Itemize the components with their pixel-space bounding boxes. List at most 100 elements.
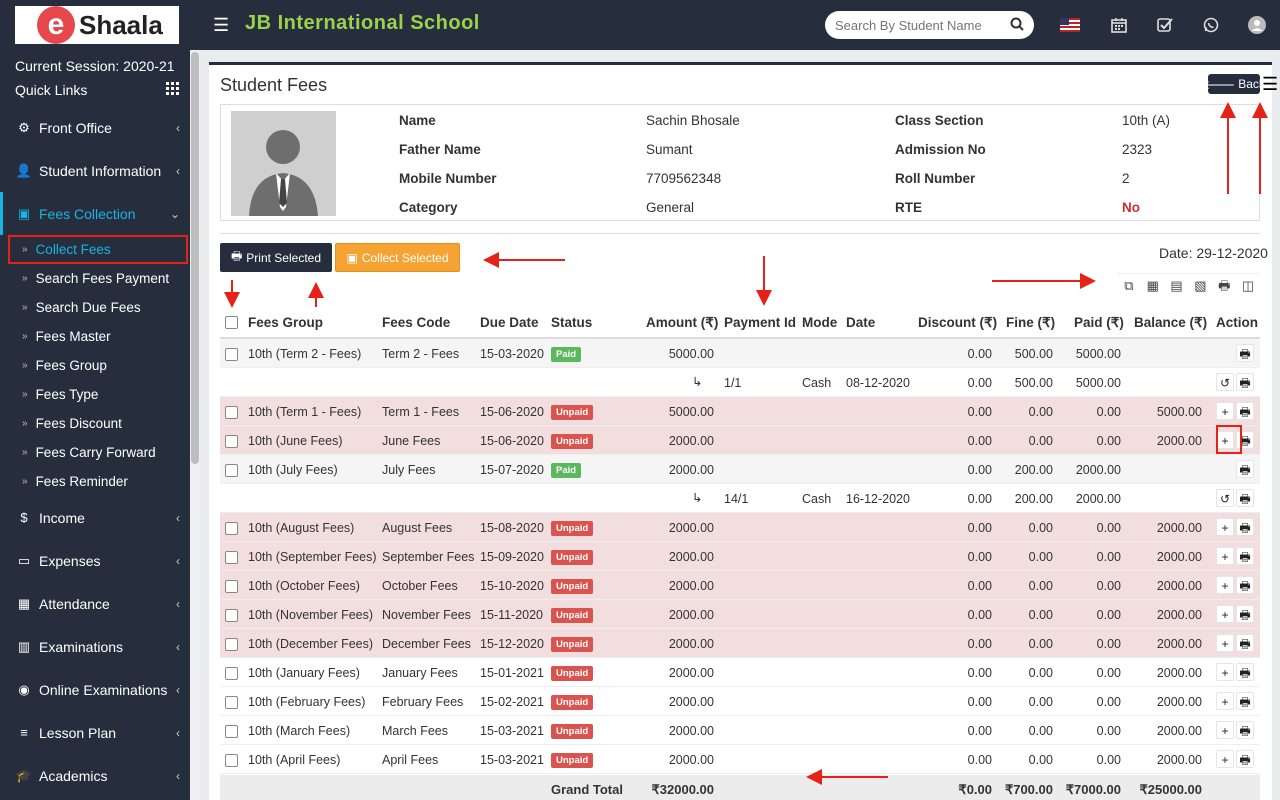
print-icon[interactable]: 🖶 (1236, 373, 1254, 391)
sidebar-subitem-fees-type[interactable]: » Fees Type (0, 380, 190, 409)
add-fees-icon[interactable]: + (1216, 576, 1234, 594)
sidebar-item-lesson-plan[interactable]: ≡ Lesson Plan ‹ (0, 711, 190, 754)
sidebar-subitem-collect-fees[interactable]: » Collect Fees (0, 235, 190, 264)
row-checkbox[interactable] (225, 754, 238, 767)
row-checkbox[interactable] (225, 406, 238, 419)
print-icon[interactable]: 🖶 (1236, 344, 1254, 362)
row-checkbox[interactable] (225, 667, 238, 680)
select-all-checkbox[interactable] (225, 316, 238, 329)
row-checkbox[interactable] (225, 609, 238, 622)
add-fees-icon[interactable]: + (1216, 692, 1234, 710)
discount: 0.00 (967, 492, 992, 506)
sidebar-item-student-information[interactable]: 👤 Student Information ‹ (0, 149, 190, 192)
print-icon[interactable]: 🖶 (1236, 750, 1254, 768)
sidebar-item-front-office[interactable]: ⚙ Front Office ‹ (0, 106, 190, 149)
sidebar-item-income[interactable]: $ Income ‹ (0, 496, 190, 539)
row-checkbox[interactable] (225, 580, 238, 593)
grid-icon[interactable] (166, 82, 180, 99)
excel-icon[interactable]: ▦ (1146, 278, 1159, 293)
pdf-icon[interactable]: ▧ (1194, 278, 1207, 293)
fees-group: 10th (April Fees) (248, 753, 341, 767)
sidebar-item-expenses[interactable]: ▭ Expenses ‹ (0, 539, 190, 582)
whatsapp-icon[interactable] (1201, 15, 1221, 35)
sidebar-item-examinations[interactable]: ▥ Examinations ‹ (0, 625, 190, 668)
add-fees-icon[interactable]: + (1216, 605, 1234, 623)
discount: 0.00 (967, 753, 992, 767)
student-photo (231, 111, 336, 216)
fine: 0.00 (1028, 405, 1053, 419)
sidebar-subitem-search-fees-payment[interactable]: » Search Fees Payment (0, 264, 190, 293)
row-checkbox[interactable] (225, 348, 238, 361)
row-checkbox[interactable] (225, 638, 238, 651)
back-button[interactable]: 🡐 Back (1203, 74, 1265, 94)
print-icon[interactable]: 🖶 (1236, 460, 1254, 478)
sidebar-subitem-fees-carry-forward[interactable]: » Fees Carry Forward (0, 438, 190, 467)
sidebar-item-online-examinations[interactable]: ◉ Online Examinations ‹ (0, 668, 190, 711)
fees-group: 10th (Term 1 - Fees) (248, 405, 362, 419)
quick-links-label[interactable]: Quick Links (15, 82, 88, 98)
print-icon[interactable]: 🖶 (1236, 518, 1254, 536)
top-bar (0, 0, 1280, 50)
row-checkbox[interactable] (225, 551, 238, 564)
eshaala-logo[interactable]: e Shaala (15, 6, 179, 44)
row-checkbox[interactable] (225, 435, 238, 448)
header-due-date: Due Date (480, 315, 539, 330)
add-fees-icon[interactable]: + (1216, 547, 1234, 565)
sidebar-toggle-icon[interactable]: ☰ (213, 15, 230, 35)
add-fees-icon[interactable]: + (1216, 402, 1234, 420)
sidebar-subitem-label: Fees Reminder (35, 474, 128, 489)
add-fees-icon[interactable]: + (1216, 634, 1234, 652)
revert-icon[interactable]: ↺ (1216, 373, 1234, 391)
row-checkbox[interactable] (225, 522, 238, 535)
revert-icon[interactable]: ↺ (1216, 489, 1234, 507)
print-icon[interactable]: 🖶 (1236, 692, 1254, 710)
total-amount: ₹32000.00 (651, 782, 715, 797)
print-icon[interactable]: 🖶 (1236, 576, 1254, 594)
payment-id: 14/1 (724, 492, 749, 506)
double-chevron-right-icon: » (22, 273, 28, 284)
sidebar-subitem-fees-master[interactable]: » Fees Master (0, 322, 190, 351)
us-flag-icon[interactable] (1060, 15, 1080, 35)
user-avatar-icon[interactable] (1247, 15, 1267, 35)
sidebar-subitem-fees-reminder[interactable]: » Fees Reminder (0, 467, 190, 496)
sidebar-scrollbar-thumb[interactable] (191, 52, 199, 464)
collect-selected-button[interactable]: ▣ Collect Selected (335, 243, 460, 272)
paid: 0.00 (1096, 637, 1121, 651)
add-fees-icon[interactable]: + (1216, 750, 1234, 768)
add-fees-icon[interactable]: + (1216, 518, 1234, 536)
print-icon[interactable]: 🖶 (1236, 489, 1254, 507)
row-checkbox[interactable] (225, 725, 238, 738)
sidebar-item-attendance[interactable]: ▦ Attendance ‹ (0, 582, 190, 625)
sidebar-item-fees-collection[interactable]: ▣ Fees Collection ⌄ (0, 192, 190, 235)
payment-mode: Cash (802, 376, 832, 390)
print-icon[interactable]: 🖶 (1236, 721, 1254, 739)
row-checkbox[interactable] (225, 696, 238, 709)
print-icon[interactable]: 🖶 (1236, 547, 1254, 565)
search-icon[interactable] (1010, 17, 1024, 34)
sidebar-subitem-fees-group[interactable]: » Fees Group (0, 351, 190, 380)
sidebar-subitem-fees-discount[interactable]: » Fees Discount (0, 409, 190, 438)
fine: 0.00 (1028, 434, 1053, 448)
csv-icon[interactable]: ▤ (1170, 278, 1183, 293)
print-icon[interactable]: 🖶 (1236, 634, 1254, 652)
menu-icon[interactable]: ☰ (1262, 74, 1279, 94)
print-icon[interactable]: 🖶 (1236, 663, 1254, 681)
add-fees-icon[interactable]: + (1216, 663, 1234, 681)
add-fees-icon[interactable]: + (1216, 721, 1234, 739)
sidebar-subitem-search-due-fees[interactable]: » Search Due Fees (0, 293, 190, 322)
fees-row (220, 571, 1260, 600)
paid: 5000.00 (1075, 376, 1121, 390)
amount: 2000.00 (668, 637, 714, 651)
check-square-icon[interactable] (1155, 15, 1175, 35)
copy-icon[interactable]: ⧉ (1124, 278, 1134, 293)
print-icon[interactable]: 🖶 (1218, 278, 1231, 293)
print-icon[interactable]: 🖶 (1236, 402, 1254, 420)
sidebar-item-academics[interactable]: 🎓 Academics ‹ (0, 754, 190, 797)
calendar-icon[interactable] (1109, 15, 1129, 35)
columns-icon[interactable]: ◫ (1241, 278, 1255, 293)
print-icon[interactable]: 🖶 (1236, 605, 1254, 623)
search-input[interactable] (835, 17, 995, 33)
row-checkbox[interactable] (225, 464, 238, 477)
print-selected-button[interactable]: 🖶 Print Selected (220, 243, 332, 272)
paid: 0.00 (1096, 434, 1121, 448)
